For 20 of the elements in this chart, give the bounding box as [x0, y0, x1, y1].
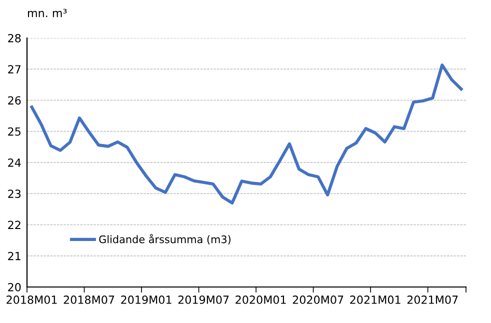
y-tick-label: 26 [8, 96, 21, 105]
x-tick-label: 2021M07 [407, 296, 458, 304]
y-tick-label: 23 [8, 190, 21, 198]
x-tick-label: 2019M07 [178, 296, 229, 304]
x-tick-label: 2019M01 [121, 296, 172, 304]
x-tick-label: 2020M01 [236, 296, 286, 304]
y-tick-label: 25 [8, 127, 20, 136]
y-tick-label: 22 [8, 220, 20, 229]
legend-label: Glidande årssumma (m3) [99, 234, 230, 244]
line-series [30, 64, 463, 204]
y-tick-label: 28 [8, 34, 21, 42]
x-tick-label: 2018M07 [64, 296, 114, 304]
y-axis-title: mn. m³ [28, 8, 67, 18]
y-tick-label: 20 [8, 282, 21, 292]
x-tick-label: 2020M07 [292, 296, 344, 304]
x-tick-label: 2018M01 [6, 296, 57, 304]
y-tick-label: 27 [8, 65, 20, 74]
y-tick-label: 21 [8, 252, 20, 260]
x-tick-label: 2021M01 [350, 296, 400, 304]
y-tick-label: 24 [8, 158, 21, 167]
